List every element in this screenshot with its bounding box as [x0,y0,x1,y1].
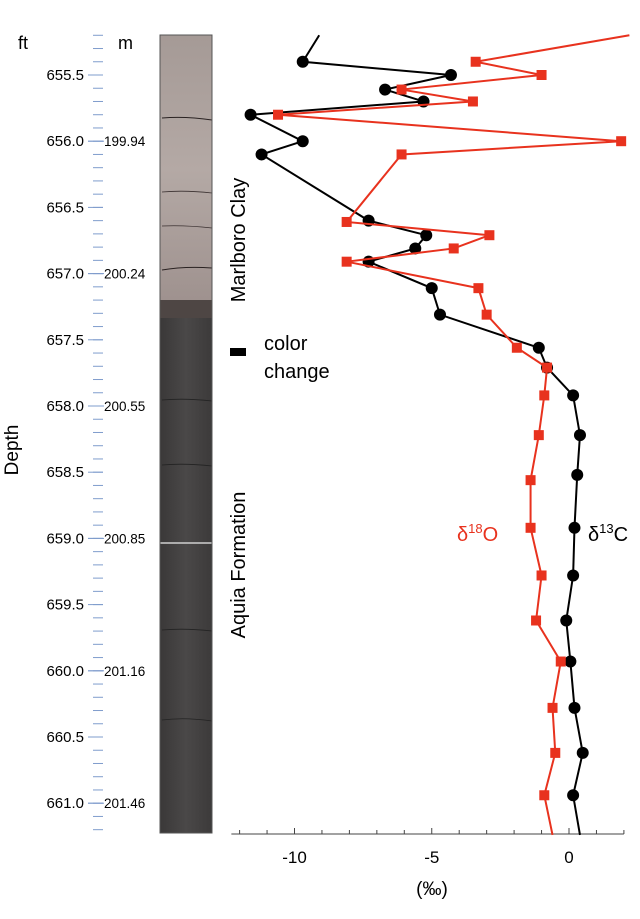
ft-tick-label: 661.0 [46,795,84,812]
data-point-d18o [616,136,627,147]
series-layer [244,34,630,836]
data-point-d13c [296,55,309,68]
x-tick-label: 0 [564,848,573,867]
unit-label-marlboro-clay: Marlboro Clay [228,178,250,302]
ft-tick-label: 658.5 [46,464,84,481]
ft-tick-label: 655.5 [46,67,84,84]
unit-label-aquia-formation: Aquia Formation [228,492,250,639]
ft-tick-label: 660.5 [46,729,84,746]
data-point-d18o [525,475,536,486]
legend-d18o: δ18O [457,521,498,546]
depth-ruler: 655.5 656.0 656.5 657.0 657.5 658.0 658.5 659.0… [46,34,146,831]
data-point-d13c [255,148,268,161]
core-photo [159,34,213,834]
data-point-d13c [532,341,545,354]
series-d18o [273,34,630,836]
data-point-d13c [576,746,589,759]
ft-tick-label: 658.0 [46,398,84,415]
legend-d13c: δ13C [588,521,628,546]
data-point-d13c [444,69,457,81]
data-point-d18o [481,309,492,320]
data-point-d18o [341,256,352,267]
data-point-d13c [567,789,580,802]
color-change-label-2: change [264,361,330,383]
data-point-d18o [448,243,459,254]
data-point-d13c [420,229,433,242]
data-point-d13c [564,655,577,668]
data-point-d13c [425,282,438,295]
ft-tick-label: 656.0 [46,133,84,150]
m-tick-label: 200.24 [104,267,146,282]
data-point-d18o [536,570,547,581]
data-point-d13c [571,468,584,481]
data-point-d18o [273,109,284,120]
data-point-d13c [433,308,446,321]
data-point-d18o [484,230,495,241]
x-tick-label: -10 [282,848,307,867]
data-point-d18o [467,96,478,107]
data-point-d13c [560,614,573,627]
data-point-d18o [539,790,550,801]
data-point-d13c [568,521,581,534]
data-point-d18o [550,747,561,758]
color-change-label-1: color [264,333,308,355]
data-point-d18o [525,522,536,533]
data-point-d13c [568,701,581,714]
m-tick-label: 199.94 [104,134,146,149]
data-point-d13c [409,242,422,255]
color-change-marker [230,348,246,356]
data-point-d18o [473,283,484,294]
data-point-d13c [379,83,392,96]
m-tick-label: 200.55 [104,399,145,414]
data-point-d13c [244,108,257,121]
data-point-d18o [547,702,558,713]
data-point-d18o [542,362,553,373]
data-point-d13c [296,135,309,148]
ft-tick-label: 659.5 [46,597,84,614]
ft-tick-label: 660.0 [46,663,84,680]
x-axis-label: (‰) [416,879,448,900]
series-line [246,34,584,836]
m-tick-label: 201.16 [104,664,145,679]
data-point-d13c [573,429,586,442]
ft-tick-label: 659.0 [46,530,84,547]
data-point-d18o [396,84,407,95]
data-point-d18o [341,216,352,227]
x-tick-label: -5 [424,848,439,867]
data-point-d13c [567,569,580,582]
data-point-d18o [396,149,407,160]
y-axis-label: Depth [2,425,23,476]
data-point-d18o [511,342,522,353]
ft-tick-label: 657.5 [46,332,84,349]
data-point-d18o [536,70,547,80]
ft-tick-label: 657.0 [46,266,84,283]
ft-tick-label: 656.5 [46,199,84,216]
data-point-d18o [531,615,542,626]
data-point-d13c [567,389,580,402]
data-point-d18o [533,430,544,441]
ft-unit-label: ft [18,33,28,53]
m-tick-label: 201.46 [104,796,145,811]
data-point-d18o [470,56,481,67]
data-point-d18o [555,656,566,667]
m-unit-label: m [118,33,133,53]
m-tick-label: 200.85 [104,531,145,546]
data-point-d18o [539,390,550,401]
x-axis: -10 -5 0 [231,828,625,867]
